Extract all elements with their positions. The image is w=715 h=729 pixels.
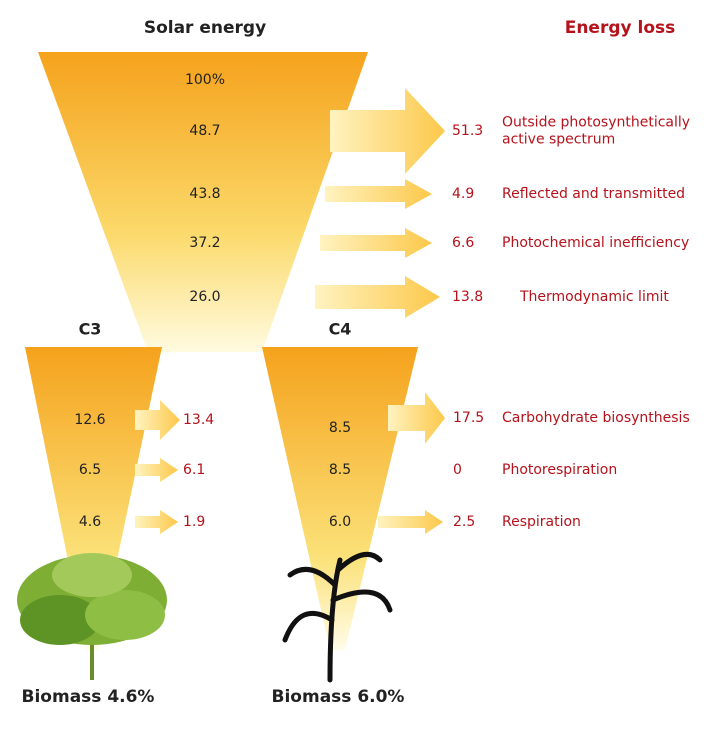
header-loss: Energy loss <box>565 18 676 38</box>
c4-loss-label: Carbohydrate biosynthesis <box>502 410 690 426</box>
header-source: Solar energy <box>144 18 266 38</box>
c4-step: 6.0 <box>329 514 351 530</box>
loss-value: 4.9 <box>452 186 474 202</box>
c4-loss: 2.5 <box>453 514 475 530</box>
c3-label: C3 <box>79 320 102 339</box>
solar-step: 26.0 <box>189 289 220 305</box>
c4-step: 8.5 <box>329 420 351 436</box>
c4-biomass: Biomass 6.0% <box>272 687 405 707</box>
loss-value: 13.8 <box>452 289 483 305</box>
c3-loss: 6.1 <box>183 462 205 478</box>
loss-label: Outside photosynthetically <box>502 115 690 131</box>
loss-label: Reflected and transmitted <box>502 186 685 202</box>
c4-loss-label: Photorespiration <box>502 462 617 478</box>
c4-loss: 17.5 <box>453 410 484 426</box>
c4-step: 8.5 <box>329 462 351 478</box>
solar-step: 43.8 <box>189 186 220 202</box>
c3-plant <box>17 553 167 680</box>
c3-step: 4.6 <box>79 514 101 530</box>
loss-label: Photochemical inefficiency <box>502 235 689 251</box>
loss-value: 6.6 <box>452 235 474 251</box>
c4-loss-label: Respiration <box>502 514 581 530</box>
solar-step: 100% <box>185 72 225 88</box>
loss-label: Thermodynamic limit <box>519 289 669 305</box>
solar-step: 48.7 <box>189 123 220 139</box>
solar-step: 37.2 <box>189 235 220 251</box>
diagram: Solar energy Energy loss Biomass 4.6% Bi… <box>0 0 715 729</box>
c4-loss: 0 <box>453 462 462 478</box>
c4-label: C4 <box>329 320 352 339</box>
c3-step: 6.5 <box>79 462 101 478</box>
c4-funnel <box>262 347 418 650</box>
loss-value: 51.3 <box>452 123 483 139</box>
loss-label: active spectrum <box>502 132 615 148</box>
c3-biomass: Biomass 4.6% <box>22 687 155 707</box>
c3-step: 12.6 <box>74 412 105 428</box>
c3-loss: 1.9 <box>183 514 205 530</box>
c3-loss: 13.4 <box>183 412 214 428</box>
